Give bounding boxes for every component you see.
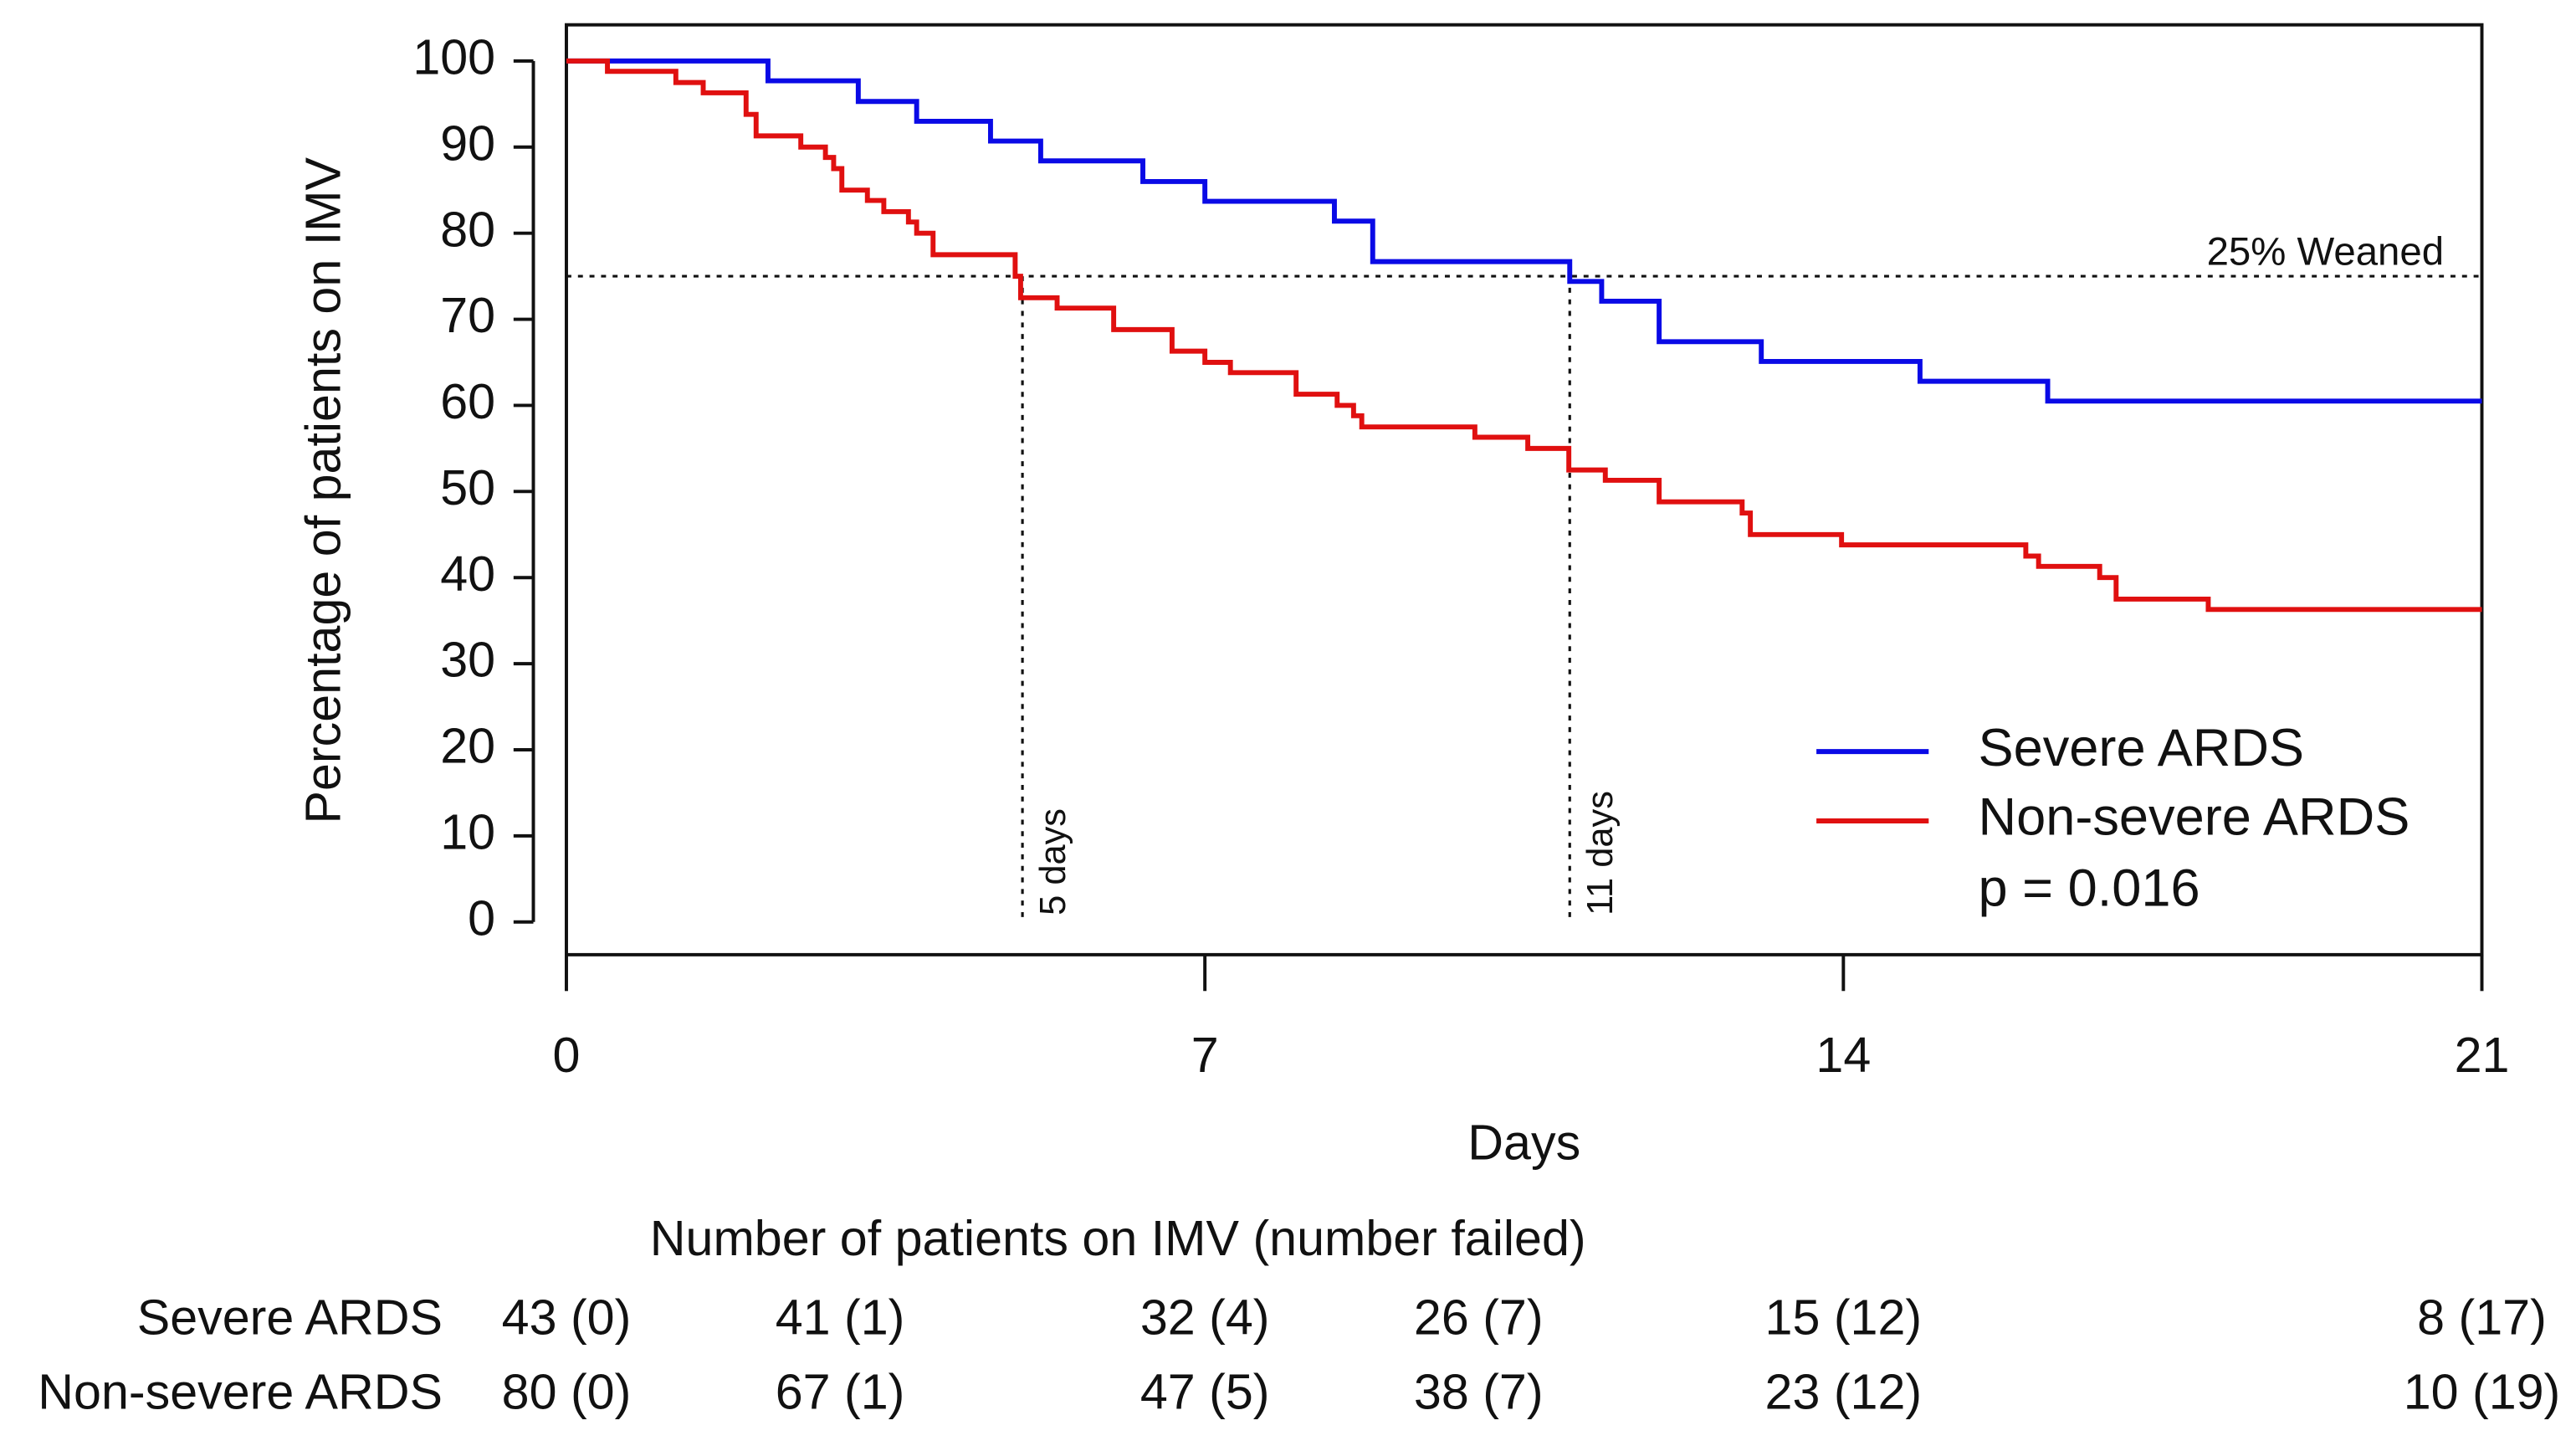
y-tick-label: 0 — [468, 890, 495, 946]
y-tick-label: 100 — [412, 29, 495, 85]
x-tick-label: 21 — [2455, 1027, 2510, 1083]
x-tick-label: 14 — [1815, 1027, 1871, 1083]
risk-cell: 23 (12) — [1765, 1363, 1923, 1419]
risk-cell: 47 (5) — [1140, 1363, 1270, 1419]
risk-cell: 38 (7) — [1414, 1363, 1544, 1419]
survival-curve — [566, 58, 2482, 404]
risk-row-label: Non-severe ARDS — [38, 1363, 443, 1419]
survival-curve — [566, 58, 2482, 613]
y-axis-title: Percentage of patients on IMV — [294, 157, 351, 824]
risk-cell: 41 (1) — [776, 1290, 905, 1346]
y-tick-label: 90 — [440, 115, 495, 171]
y-tick-label: 10 — [440, 804, 495, 860]
risk-cell: 67 (1) — [776, 1363, 905, 1419]
risk-row-label: Severe ARDS — [137, 1290, 443, 1346]
legend-label: Non-severe ARDS — [1979, 788, 2410, 847]
risk-cell: 15 (12) — [1765, 1290, 1923, 1346]
risk-cell: 26 (7) — [1414, 1290, 1544, 1346]
plot-frame — [565, 23, 2484, 956]
x-tick-label: 7 — [1191, 1027, 1219, 1083]
y-tick-label: 60 — [440, 373, 495, 429]
y-tick-label: 30 — [440, 632, 495, 688]
risk-cell: 80 (0) — [502, 1363, 632, 1419]
y-tick-label: 70 — [440, 287, 495, 343]
x-tick-label: 0 — [553, 1027, 581, 1083]
y-tick-label: 80 — [440, 201, 495, 257]
median-label: 11 days — [1580, 791, 1621, 915]
risk-table-title: Number of patients on IMV (number failed… — [650, 1210, 1586, 1266]
x-axis-title: Days — [1467, 1114, 1580, 1170]
hline-label: 25% Weaned — [2207, 230, 2445, 274]
y-tick-label: 50 — [440, 459, 495, 515]
risk-cell: 43 (0) — [502, 1290, 632, 1346]
y-tick-label: 40 — [440, 546, 495, 602]
risk-cell: 32 (4) — [1140, 1290, 1270, 1346]
risk-cell: 10 (19) — [2404, 1363, 2561, 1419]
legend-label: Severe ARDS — [1979, 719, 2305, 777]
y-tick-label: 20 — [440, 718, 495, 774]
p-value: p = 0.016 — [1979, 859, 2200, 918]
median-label: 5 days — [1033, 808, 1073, 915]
risk-cell: 8 (17) — [2417, 1290, 2547, 1346]
